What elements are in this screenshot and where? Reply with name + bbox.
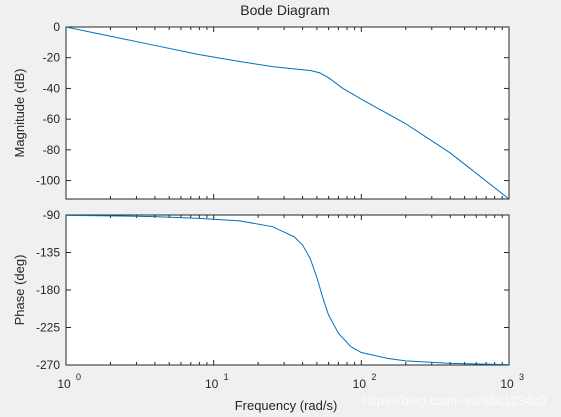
magnitude-series-line [65, 26, 510, 200]
x-tick-label: 10 [353, 377, 367, 391]
magnitude-ylabel: Magnitude (dB) [12, 69, 27, 158]
phase-plot-area [65, 214, 510, 366]
x-tick-exponent: 2 [371, 372, 376, 382]
phase-y-tick-label: -180 [36, 283, 60, 297]
magnitude-y-tick-label: -60 [43, 112, 61, 126]
x-tick-exponent: 3 [519, 372, 524, 382]
chart-title: Bode Diagram [240, 2, 330, 18]
x-axis-label: Frequency (rad/s) [235, 398, 338, 413]
magnitude-plot-area [65, 26, 510, 200]
phase-y-tick-label: -90 [43, 208, 61, 222]
watermark-text: https://blog.csdn.net/abc1234z0 [362, 393, 546, 408]
magnitude-axes: 0 -20 -40 -60 -80 -100 [36, 20, 510, 200]
x-tick-label: 10 [500, 377, 514, 391]
x-tick-exponent: 1 [224, 372, 229, 382]
magnitude-y-tick-label: -100 [36, 174, 60, 188]
x-tick-label: 10 [57, 377, 71, 391]
phase-series-line [65, 214, 510, 366]
phase-y-tick-label: -225 [36, 321, 60, 335]
magnitude-y-tick-label: -40 [43, 81, 61, 95]
phase-axes: -90 -135 -180 -225 -270 [36, 208, 510, 372]
magnitude-y-tick-label: 0 [53, 20, 60, 34]
x-tick-labels: 10 0 10 1 10 2 10 3 [57, 372, 524, 391]
magnitude-y-tick-label: -80 [43, 143, 61, 157]
x-tick-exponent: 0 [76, 372, 81, 382]
phase-ylabel: Phase (deg) [12, 255, 27, 326]
phase-y-tick-label: -135 [36, 246, 60, 260]
phase-y-tick-label: -270 [36, 358, 60, 372]
magnitude-y-tick-label: -20 [43, 51, 61, 65]
x-tick-label: 10 [205, 377, 219, 391]
